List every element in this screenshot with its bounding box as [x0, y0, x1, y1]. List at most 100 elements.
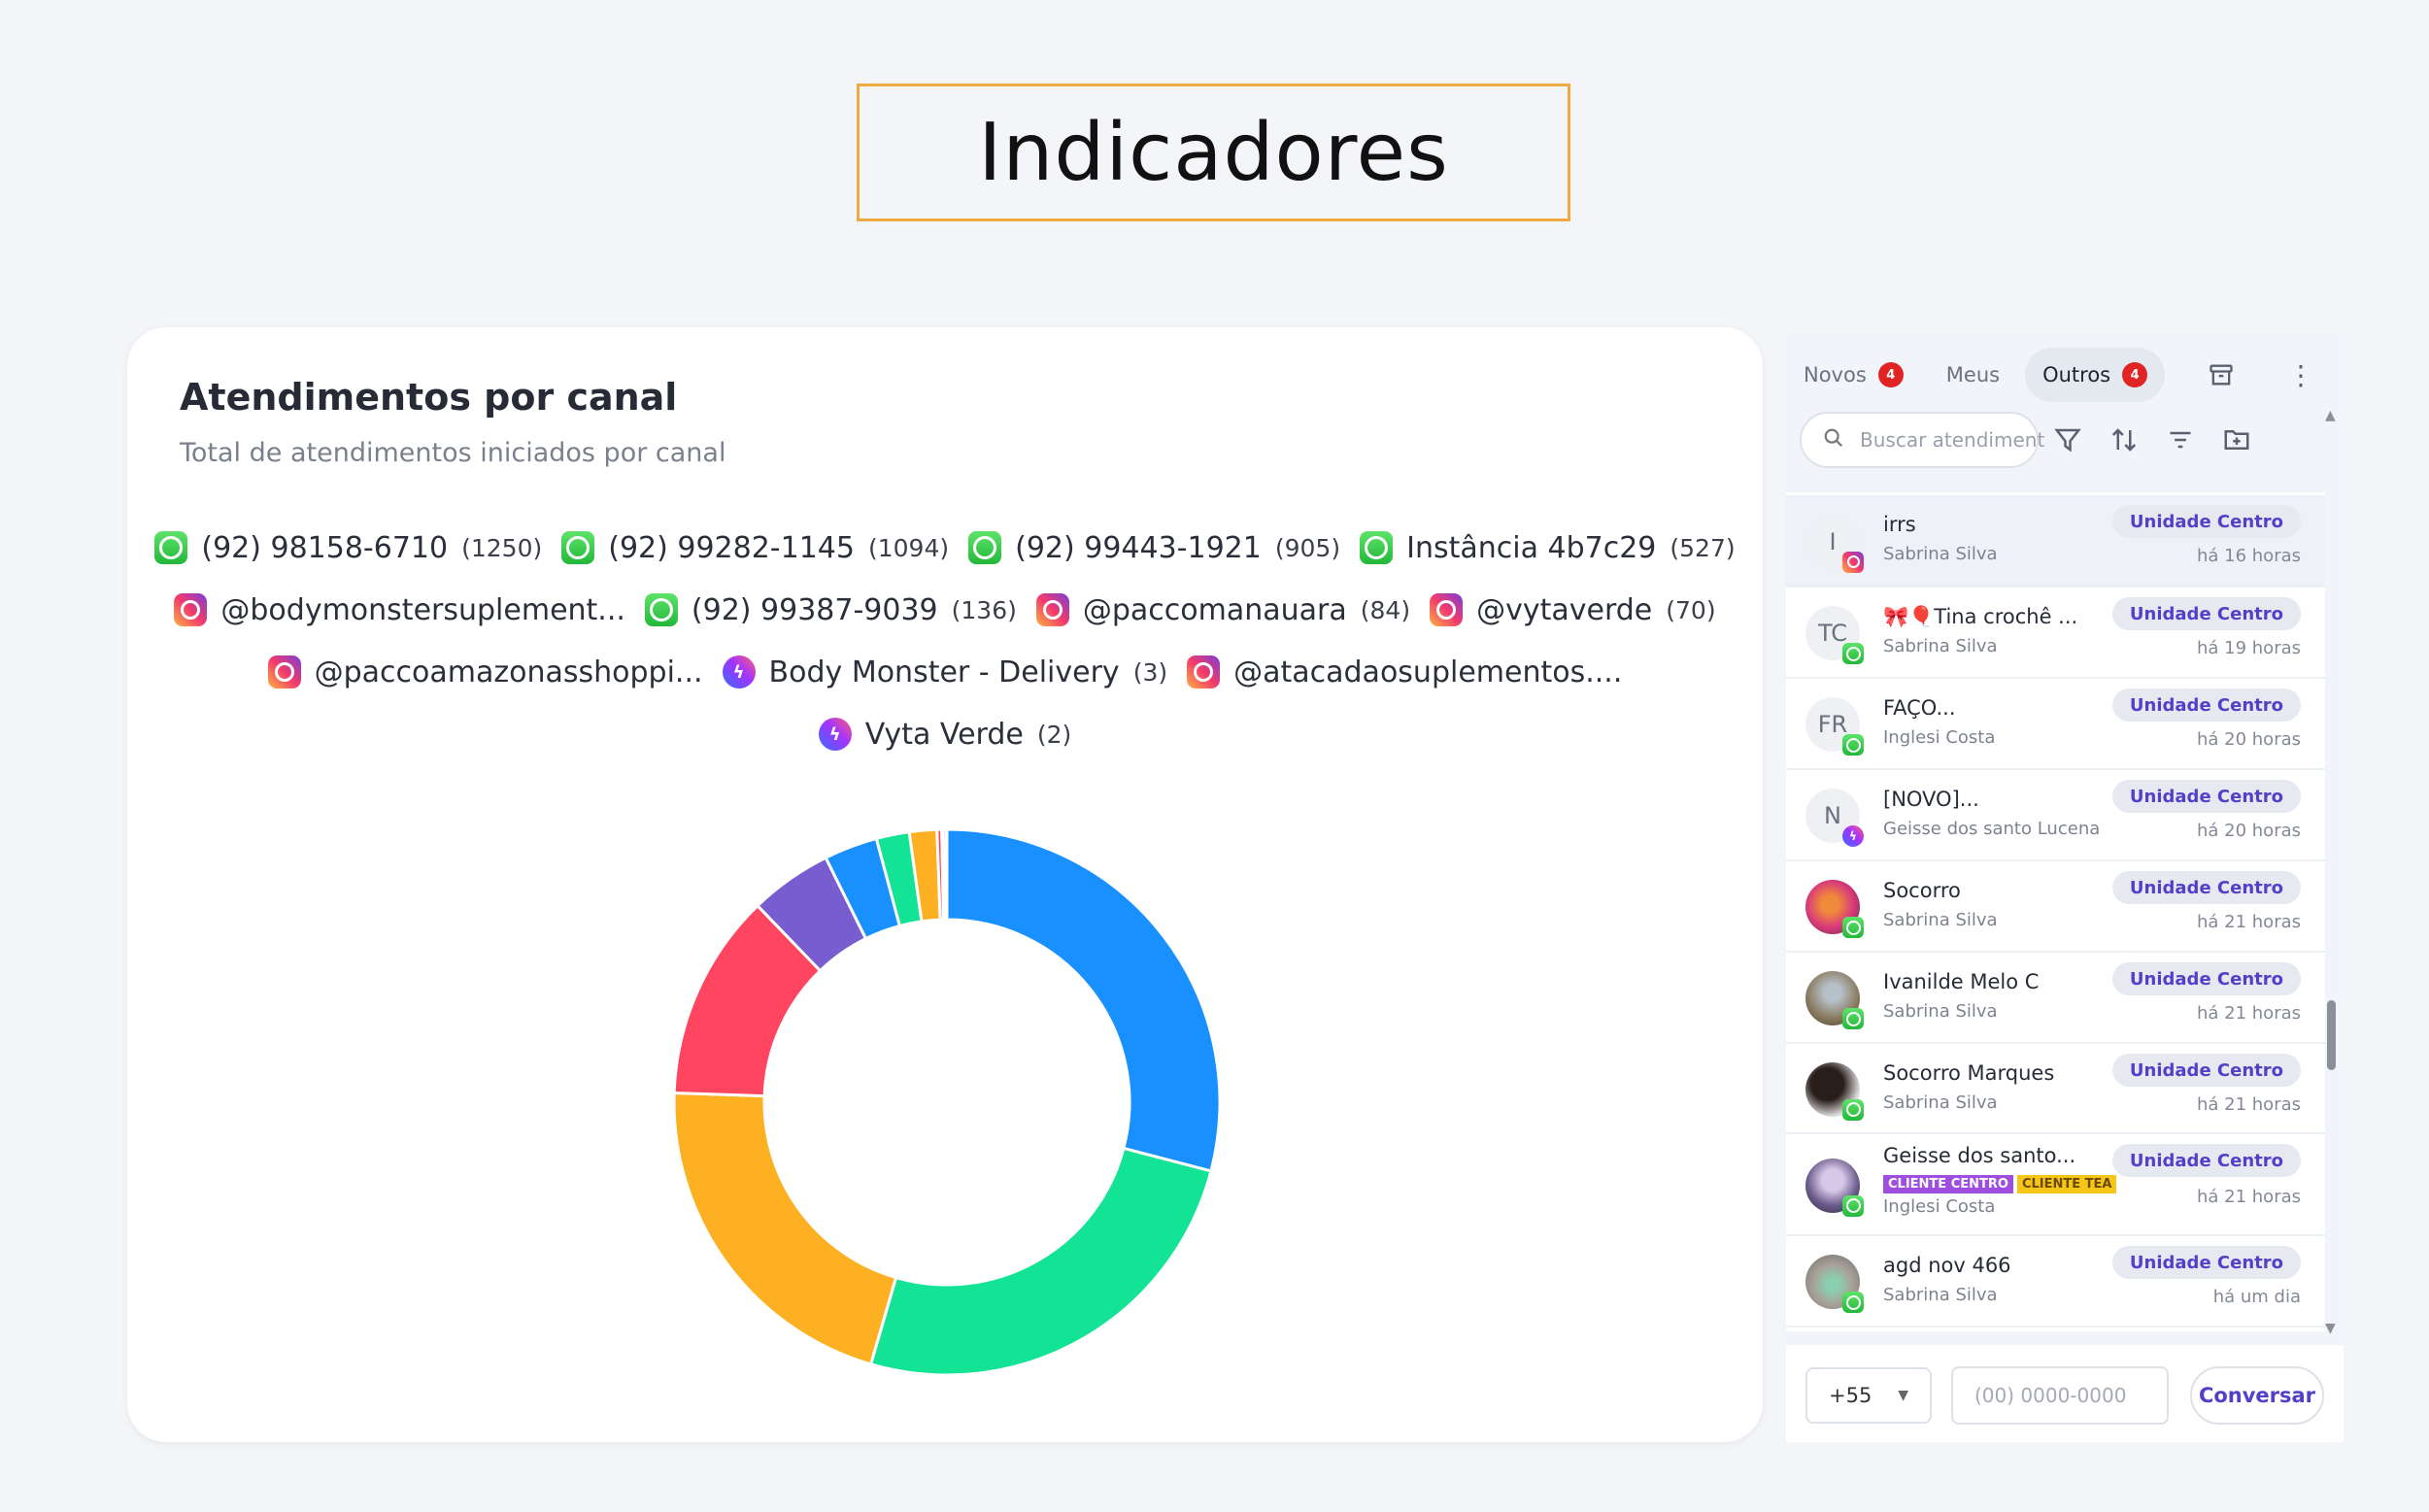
count-badge: 4	[1877, 362, 1904, 387]
list-item[interactable]: TC 🎀🎈Tina crochê ... Sabrina Silva Unidade …	[1786, 588, 2325, 679]
avatar	[1805, 971, 1864, 1029]
list-item[interactable]: FR FAÇO... Inglesi Costa Unidade Centro há 2…	[1786, 679, 2325, 770]
list-item[interactable]	[1786, 1327, 2325, 1331]
legend-label: (92) 99387-9039	[691, 592, 938, 627]
messenger-icon: ϟ	[1842, 825, 1864, 847]
more-options-icon[interactable]: ⋮	[2287, 358, 2314, 391]
legend-item[interactable]: @atacadaosuplementos....	[1187, 655, 1622, 689]
contact-name: Ivanilde Melo C	[1883, 970, 2040, 993]
contact-name: [NOVO]...	[1883, 788, 1979, 811]
unit-badge: Unidade Centro	[2111, 1246, 2301, 1279]
chevron-down-icon: ▼	[1898, 1388, 1908, 1403]
avatar-initials: N	[1824, 802, 1841, 829]
legend-item[interactable]: (92) 98158-6710 (1250)	[154, 531, 542, 565]
legend-count: (1250)	[461, 533, 543, 562]
timestamp: há 21 horas	[2196, 1003, 2301, 1024]
channel-chart-card: Atendimentos por canal Total de atendime…	[127, 327, 1763, 1442]
list-filter-icon[interactable]	[2161, 420, 2200, 459]
instagram-icon	[1035, 593, 1069, 626]
timestamp: há 19 horas	[2196, 638, 2301, 658]
tab-label: Meus	[1945, 363, 2001, 386]
avatar-initials: TC	[1817, 620, 1847, 647]
country-code-select[interactable]: +55 ▼	[1805, 1367, 1932, 1424]
legend-item[interactable]: (92) 99443-1921 (905)	[968, 531, 1340, 565]
instagram-icon	[1187, 655, 1221, 689]
legend-label: @paccomanauara	[1082, 592, 1347, 627]
legend-item[interactable]: @paccoamazonasshoppi...	[267, 655, 703, 689]
conversar-button[interactable]: Conversar	[2190, 1366, 2324, 1425]
tag-list: CLIENTE CENTRO CLIENTE TEA	[1883, 1173, 2120, 1193]
legend-count: (1094)	[867, 533, 950, 562]
unit-badge: Unidade Centro	[2111, 597, 2301, 630]
assigned-agent: Inglesi Costa	[1883, 1196, 1996, 1217]
whatsapp-icon	[1842, 1292, 1864, 1313]
contact-name: 🎀🎈Tina crochê ...	[1883, 605, 2078, 628]
new-conversation-bar: +55 ▼ Conversar	[1786, 1345, 2344, 1442]
legend-item[interactable]: (92) 99282-1145 (1094)	[561, 531, 949, 565]
messenger-icon: ϟ	[818, 718, 852, 751]
donut-chart	[672, 827, 1222, 1377]
messenger-icon: ϟ	[722, 655, 756, 689]
scroll-up-arrow[interactable]: ▲	[2325, 408, 2336, 423]
assigned-agent: Sabrina Silva	[1883, 1001, 1998, 1022]
contact-name: Socorro	[1883, 879, 1961, 902]
legend-label: (92) 98158-6710	[201, 530, 449, 565]
legend-item[interactable]: Instância 4b7c29 (527)	[1360, 531, 1736, 565]
tab-novos[interactable]: Novos 4	[1786, 348, 1921, 402]
timestamp: há 16 horas	[2196, 546, 2301, 566]
archive-icon[interactable]	[2202, 355, 2241, 394]
donut-slice-12[interactable]	[944, 827, 949, 922]
tab-meus[interactable]: Meus	[1929, 348, 2017, 402]
legend-label: Body Monster - Delivery	[768, 655, 1120, 689]
search-input[interactable]	[1860, 428, 2044, 452]
tab-label: Novos	[1804, 363, 1867, 386]
legend-label: (92) 99282-1145	[608, 530, 855, 565]
scroll-down-arrow[interactable]: ▼	[2325, 1321, 2336, 1336]
assigned-agent: Sabrina Silva	[1883, 544, 1998, 564]
legend-item[interactable]: @bodymonstersuplement...	[174, 593, 625, 627]
search-box[interactable]	[1800, 412, 2044, 468]
avatar-initials: I	[1829, 527, 1837, 555]
tabs: Novos 4 Meus Outros 4	[1786, 348, 2344, 402]
legend-count: (527)	[1670, 533, 1736, 562]
list-item[interactable]: agd nov 466 Sabrina Silva Unidade Centro há…	[1786, 1236, 2325, 1327]
legend-item[interactable]: ϟ Vyta Verde (2)	[818, 717, 1071, 752]
donut-slice-3[interactable]	[672, 1091, 898, 1366]
whatsapp-icon	[968, 531, 1002, 564]
list-item[interactable]: Socorro Sabrina Silva Unidade Centro há 21 …	[1786, 861, 2325, 953]
list-item[interactable]: Ivanilde Melo C Sabrina Silva Unidade Cent…	[1786, 953, 2325, 1044]
avatar	[1805, 1061, 1864, 1121]
whatsapp-icon	[561, 531, 595, 564]
timestamp: há 20 horas	[2196, 729, 2301, 750]
list-item[interactable]: Socorro Marques Sabrina Silva Unidade Cent…	[1786, 1044, 2325, 1134]
donut-slice-1[interactable]	[945, 827, 1222, 1173]
legend-item[interactable]: ϟ Body Monster - Delivery (3)	[722, 655, 1167, 689]
whatsapp-icon	[644, 593, 678, 626]
contact-name: Geisse dos santo...	[1883, 1144, 2076, 1167]
legend-item[interactable]: (92) 99387-9039 (136)	[644, 592, 1017, 627]
list-item[interactable]: Geisse dos santo... CLIENTE CENTRO CLIENTE…	[1786, 1134, 2325, 1236]
search-icon	[1823, 427, 1844, 454]
tab-outros[interactable]: Outros 4	[2025, 348, 2166, 402]
new-folder-icon[interactable]	[2217, 420, 2256, 459]
instagram-icon	[1842, 551, 1864, 573]
filter-icon[interactable]	[2048, 420, 2087, 459]
count-badge: 4	[2122, 362, 2148, 387]
legend-label: @bodymonstersuplement...	[220, 592, 625, 627]
phone-input[interactable]	[1951, 1366, 2169, 1425]
scrollbar-thumb[interactable]	[2327, 1000, 2336, 1070]
legend-label: Vyta Verde	[864, 717, 1024, 752]
legend-label: @vytaverde	[1476, 592, 1653, 627]
legend-label: @atacadaosuplementos....	[1233, 655, 1623, 689]
donut-slice-2[interactable]	[868, 1146, 1213, 1377]
legend-item[interactable]: @paccomanauara (84)	[1035, 592, 1410, 627]
unit-badge: Unidade Centro	[2111, 962, 2301, 995]
sort-icon[interactable]	[2105, 420, 2143, 459]
assigned-agent: Geisse dos santo Lucena	[1883, 819, 2101, 839]
legend-item[interactable]: @vytaverde (70)	[1430, 593, 1716, 627]
avatar	[1805, 880, 1864, 938]
timestamp: há 21 horas	[2196, 1187, 2301, 1207]
